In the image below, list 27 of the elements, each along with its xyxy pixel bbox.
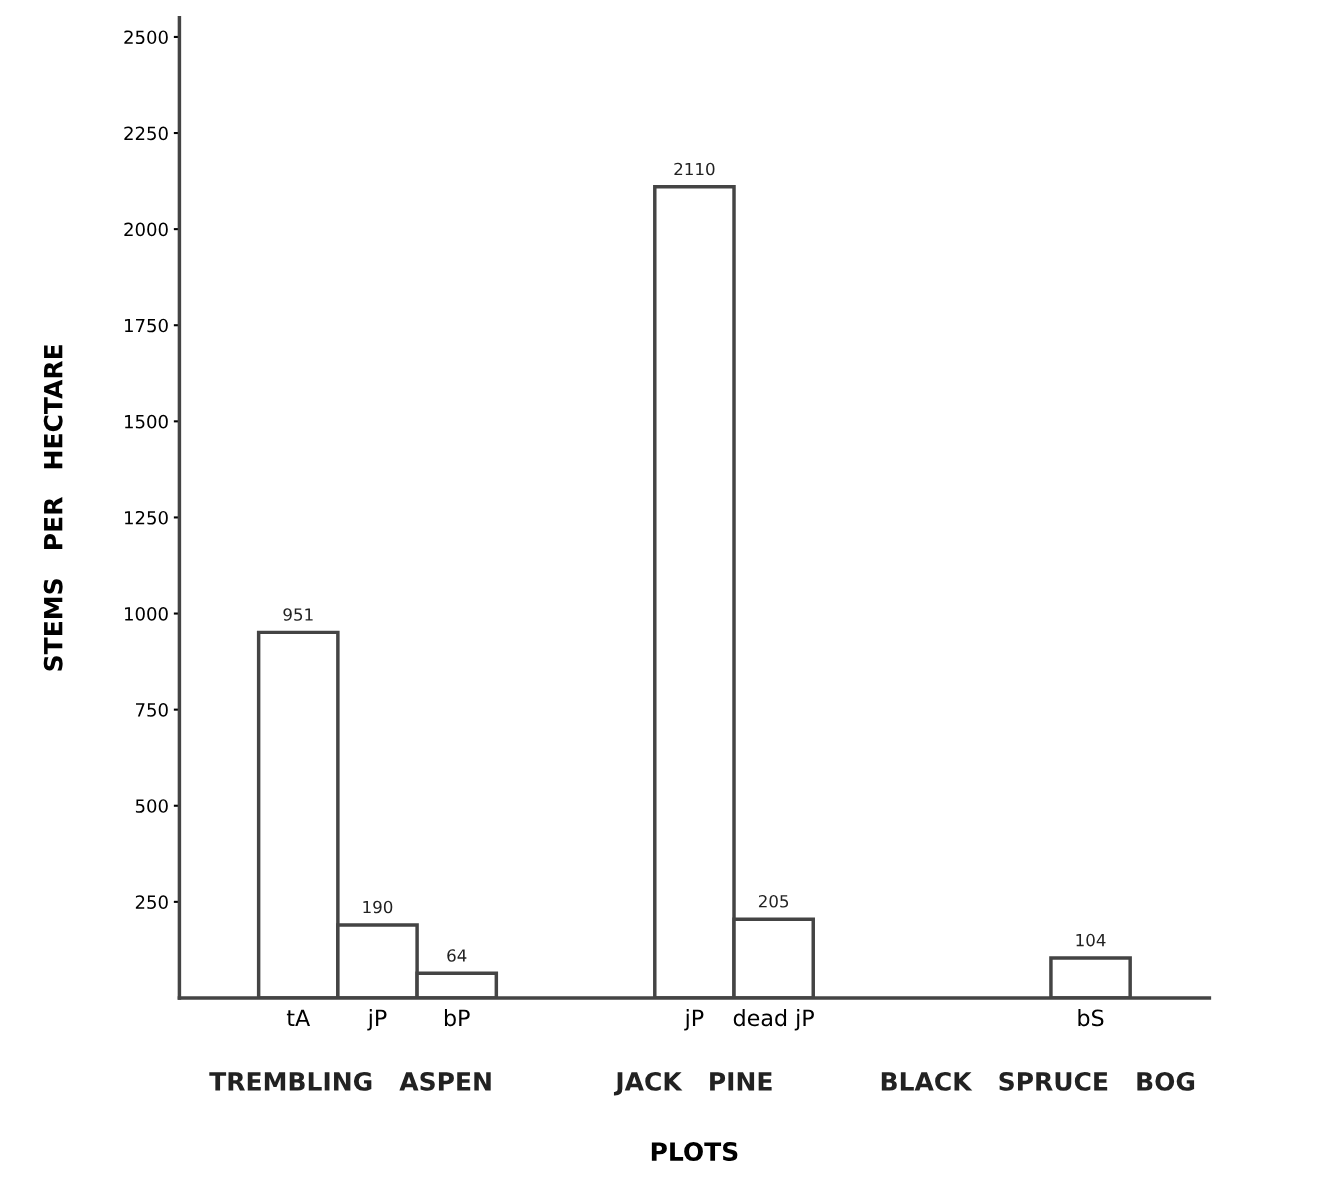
x-tick-label: tA bbox=[286, 1009, 311, 1026]
data-label: 64 bbox=[447, 949, 467, 962]
y-axis-title: STEMS PER HECTARE bbox=[43, 345, 63, 671]
y-tick-label: 250 bbox=[135, 895, 168, 909]
y-tick-label: 750 bbox=[136, 703, 168, 717]
text: JACK PINE bbox=[613, 1071, 772, 1096]
x-tick-label: jP bbox=[684, 1009, 704, 1031]
x-tick-label: jP bbox=[367, 1009, 387, 1031]
data-label: 2110 bbox=[674, 162, 715, 176]
y-tick-label: 1750 bbox=[125, 318, 168, 333]
y-tick-label: 1000 bbox=[125, 607, 168, 621]
y-tick-label: 2000 bbox=[124, 222, 168, 237]
x-tick-label: bP bbox=[444, 1009, 470, 1027]
data-label: 190 bbox=[363, 900, 393, 914]
y-tick-label: 500 bbox=[135, 799, 168, 813]
x-tick-label: bS bbox=[1078, 1009, 1104, 1027]
data-label: 104 bbox=[1076, 933, 1106, 947]
data-label: 205 bbox=[758, 894, 789, 908]
text: BLACK SPRUCE BOG bbox=[881, 1071, 1195, 1091]
data-label: 951 bbox=[283, 608, 313, 621]
y-tick-label: 2500 bbox=[124, 30, 168, 45]
x-tick-label: dead jP bbox=[733, 1009, 814, 1031]
text: TREMBLING ASPEN bbox=[209, 1071, 491, 1091]
x-axis-title: PLOTS bbox=[651, 1142, 738, 1162]
y-tick-label: 2250 bbox=[124, 126, 168, 141]
y-tick-label: 1500 bbox=[125, 414, 168, 429]
y-tick-label: 1250 bbox=[125, 510, 168, 525]
